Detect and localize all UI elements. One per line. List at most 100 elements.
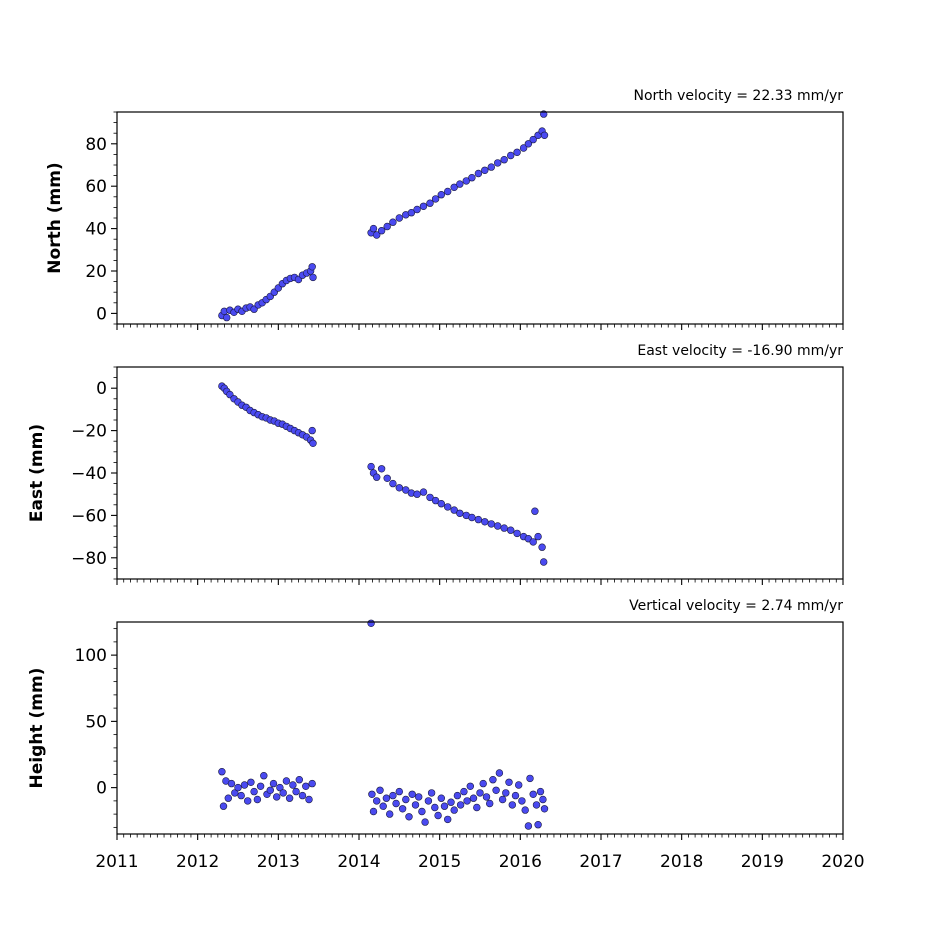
height-point-77	[514, 781, 523, 789]
height-point-56	[447, 798, 455, 806]
east-point-36	[419, 488, 428, 496]
height-point-5	[231, 789, 239, 797]
height-y-tick-label-0: 0	[96, 779, 107, 799]
height-point-17	[269, 779, 278, 788]
east-point-31	[389, 479, 397, 488]
east-point-44	[468, 513, 476, 522]
height-point-73	[502, 789, 510, 797]
north-point-43	[462, 177, 470, 185]
east-point-45	[474, 515, 483, 524]
north-point-54	[529, 135, 537, 144]
height-point-87	[540, 805, 549, 813]
height-point-66	[479, 779, 487, 788]
height-x-tick-label-7: 2018	[660, 852, 703, 872]
north-point-39	[437, 191, 445, 199]
east-point-32	[395, 484, 403, 492]
panel-north: 0 20 40 60 80 North (mm) North velocity = 22.3…	[45, 88, 844, 330]
panel-height: 2011 2012 2013 2014 2015 2016 2017 2018 2019 2020…	[27, 598, 865, 872]
height-point-54	[440, 802, 449, 810]
north-point-41	[450, 183, 458, 192]
height-point-49	[424, 797, 433, 805]
height-point-34	[376, 786, 384, 794]
height-x-tick-label-0: 2011	[95, 852, 138, 872]
north-point-32	[395, 214, 403, 222]
height-x-tick-label-1: 2012	[176, 852, 219, 872]
height-point-84	[534, 820, 542, 829]
height-point-35	[379, 802, 387, 810]
height-point-50	[427, 789, 436, 797]
north-point-57	[540, 131, 549, 140]
north-point-38	[431, 195, 440, 203]
height-point-37	[386, 810, 394, 818]
east-velocity-title: East velocity = -16.90 mm/yr	[637, 343, 843, 359]
height-point-10	[247, 778, 255, 786]
height-point-9	[244, 797, 252, 805]
east-point-56	[534, 532, 542, 541]
north-point-31	[389, 218, 397, 226]
height-plot-frame	[116, 621, 844, 835]
east-point-48	[494, 522, 502, 530]
east-y-tick-label-2: −40	[71, 464, 107, 484]
height-point-43	[405, 813, 413, 821]
north-point-2	[223, 313, 231, 322]
height-point-42	[402, 795, 410, 804]
height-point-64	[473, 803, 481, 812]
height-point-3	[224, 794, 233, 802]
north-point-51	[513, 148, 521, 157]
east-point-54	[529, 538, 537, 546]
height-point-6	[234, 783, 242, 792]
height-point-20	[279, 789, 287, 797]
east-point-41	[450, 506, 458, 514]
north-point-53	[524, 140, 533, 148]
east-y-tick-label-3: −60	[71, 506, 107, 526]
north-point-46	[481, 166, 489, 175]
north-point-45	[474, 169, 483, 178]
height-point-57	[450, 806, 458, 814]
height-point-16	[266, 786, 274, 794]
height-point-53	[437, 794, 445, 802]
height-point-0	[218, 767, 226, 776]
height-point-33	[373, 797, 381, 805]
east-y-tick-label-0: 0	[96, 379, 107, 399]
height-point-72	[498, 795, 507, 804]
height-point-4	[227, 779, 236, 788]
north-point-35	[413, 205, 421, 214]
height-point-29	[308, 779, 316, 788]
height-point-75	[508, 801, 516, 809]
east-point-55	[531, 507, 539, 515]
east-point-49	[500, 524, 508, 532]
height-point-79	[521, 806, 529, 814]
height-point-55	[444, 815, 452, 824]
height-x-tick-label-8: 2019	[741, 852, 784, 872]
height-point-12	[253, 795, 262, 804]
panel-east: 0 −20 −40 −60 −80 East (mm) East velocity = -1…	[27, 343, 844, 585]
east-point-39	[437, 500, 445, 508]
height-point-67	[482, 793, 491, 801]
north-point-52	[519, 144, 528, 152]
north-point-34	[407, 209, 416, 217]
height-point-59	[456, 801, 465, 809]
north-point-44	[468, 174, 476, 182]
east-y-tick-label-4: −80	[71, 549, 107, 569]
height-x-tick-label-6: 2017	[579, 852, 622, 872]
north-point-37	[426, 199, 434, 207]
height-point-45	[411, 801, 420, 809]
height-point-61	[463, 797, 471, 805]
height-point-8	[240, 781, 249, 789]
east-point-51	[513, 529, 521, 538]
height-point-70	[492, 786, 500, 794]
height-point-65	[476, 789, 484, 797]
height-point-21	[282, 777, 291, 785]
height-point-1	[219, 802, 228, 810]
north-point-30	[383, 222, 391, 231]
height-point-27	[302, 782, 310, 790]
east-points	[218, 382, 548, 566]
height-point-60	[460, 787, 468, 796]
height-point-46	[415, 793, 423, 801]
height-point-68	[486, 799, 494, 808]
height-point-78	[518, 797, 526, 805]
north-points	[218, 110, 549, 322]
east-point-46	[481, 518, 489, 526]
height-point-19	[276, 783, 284, 792]
